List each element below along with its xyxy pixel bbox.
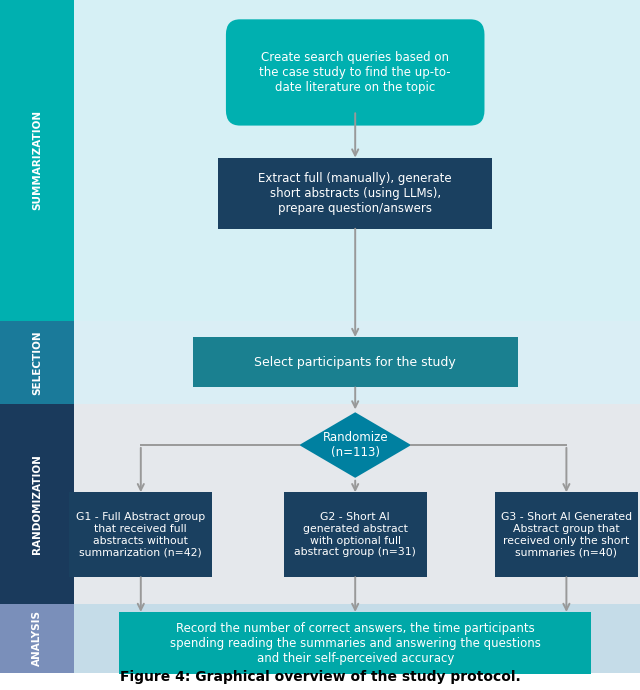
FancyBboxPatch shape <box>74 604 640 673</box>
FancyBboxPatch shape <box>74 404 640 604</box>
FancyBboxPatch shape <box>74 0 640 321</box>
FancyBboxPatch shape <box>0 321 74 404</box>
Text: Figure 4: Graphical overview of the study protocol.: Figure 4: Graphical overview of the stud… <box>120 671 520 684</box>
FancyBboxPatch shape <box>69 493 212 577</box>
FancyBboxPatch shape <box>284 493 427 577</box>
Text: SUMMARIZATION: SUMMARIZATION <box>32 110 42 210</box>
FancyBboxPatch shape <box>0 604 74 673</box>
Text: Record the number of correct answers, the time participants
spending reading the: Record the number of correct answers, th… <box>170 622 541 664</box>
Text: Randomize
(n=113): Randomize (n=113) <box>323 431 388 459</box>
FancyBboxPatch shape <box>74 321 640 404</box>
Polygon shape <box>300 413 412 477</box>
FancyBboxPatch shape <box>193 337 518 388</box>
Text: Create search queries based on
the case study to find the up-to-
date literature: Create search queries based on the case … <box>259 51 451 94</box>
Text: G1 - Full Abstract group
that received full
abstracts without
summarization (n=4: G1 - Full Abstract group that received f… <box>76 513 205 557</box>
FancyBboxPatch shape <box>119 612 591 674</box>
Text: G3 - Short AI Generated
Abstract group that
received only the short
summaries (n: G3 - Short AI Generated Abstract group t… <box>501 513 632 557</box>
Text: RANDOMIZATION: RANDOMIZATION <box>32 454 42 553</box>
Text: SELECTION: SELECTION <box>32 330 42 395</box>
FancyBboxPatch shape <box>0 0 74 321</box>
FancyBboxPatch shape <box>495 493 637 577</box>
Text: Extract full (manually), generate
short abstracts (using LLMs),
prepare question: Extract full (manually), generate short … <box>259 172 452 215</box>
Text: G2 - Short AI
generated abstract
with optional full
abstract group (n=31): G2 - Short AI generated abstract with op… <box>294 513 416 557</box>
Text: Select participants for the study: Select participants for the study <box>254 356 456 368</box>
FancyBboxPatch shape <box>218 158 492 229</box>
FancyBboxPatch shape <box>226 19 484 126</box>
Text: ANALYSIS: ANALYSIS <box>32 610 42 667</box>
FancyBboxPatch shape <box>0 404 74 604</box>
